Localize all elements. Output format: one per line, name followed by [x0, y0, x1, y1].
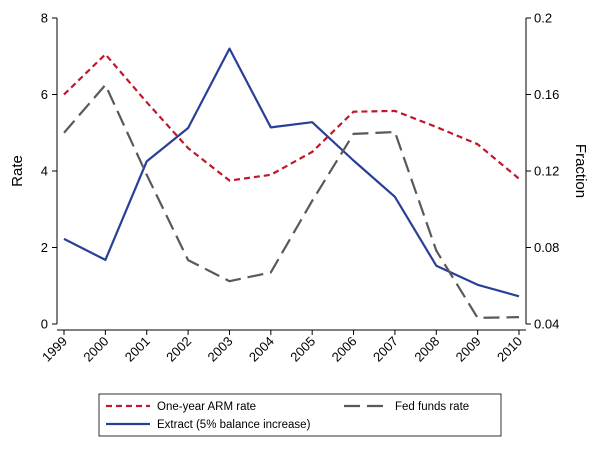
series-line-0: [63, 53, 520, 182]
x-tick-label: 2007: [370, 334, 401, 365]
legend: One-year ARM rate Fed funds rate Extract (…: [98, 393, 502, 437]
y-tick-label: 6: [41, 87, 48, 102]
x-tick-label: 2010: [494, 334, 525, 365]
x-tick-label: 2005: [287, 334, 318, 365]
y2-tick-label: 0.2: [534, 11, 552, 26]
x-tick-label: 2004: [246, 334, 277, 365]
legend-label-0: One-year ARM rate: [157, 401, 256, 413]
x-tick-label: 1999: [39, 334, 70, 365]
legend-label-2: Extract (5% balance increase): [157, 419, 311, 431]
x-tick-label: 2003: [205, 334, 236, 365]
y2-tick-label: 0.16: [534, 87, 559, 102]
series-line-2: [63, 47, 520, 298]
x-tick-label: 2002: [163, 334, 194, 365]
x-tick-label: 2006: [329, 334, 360, 365]
y2-tick-label: 0.12: [534, 164, 559, 179]
series-line-1: [63, 83, 520, 319]
plot-area: [56, 18, 527, 331]
y-tick-label: 2: [41, 240, 48, 255]
legend-box: [98, 393, 502, 437]
x-tick-label: 2008: [411, 334, 442, 365]
series-lines: [63, 47, 520, 319]
x-tick-label: 2009: [453, 334, 484, 365]
y2-tick-label: 0.08: [534, 240, 559, 255]
y-tick-label: 4: [41, 164, 48, 179]
y-tick-label: 8: [41, 11, 48, 26]
legend-label-1: Fed funds rate: [395, 401, 469, 413]
x-tick-label: 2000: [80, 334, 111, 365]
y-axis-title: Rate: [9, 155, 26, 187]
y-tick-label: 0: [41, 317, 48, 332]
y2-tick-label: 0.04: [534, 317, 559, 332]
x-tick-label: 2001: [122, 334, 153, 365]
y2-axis-title: Fraction: [572, 144, 589, 198]
ticks: 0 2 4 6 8 0.04 0.08 0.12 0.16 0.2 1999 2000 2001 2002…: [39, 11, 559, 365]
